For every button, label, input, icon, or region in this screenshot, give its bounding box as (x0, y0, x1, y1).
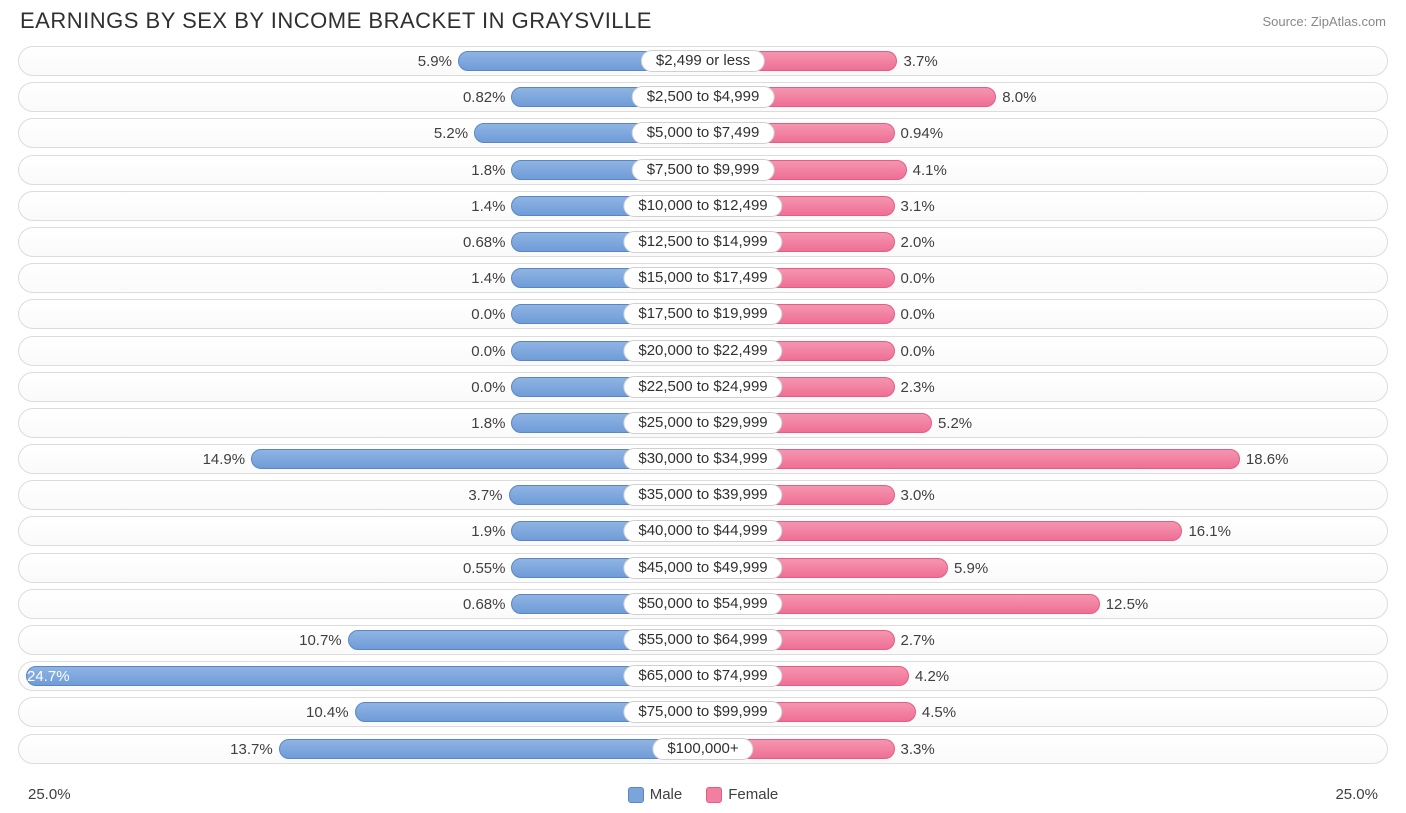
bracket-label: $25,000 to $29,999 (623, 412, 782, 434)
female-value-label: 2.0% (895, 228, 935, 258)
male-value-label: 3.7% (468, 481, 508, 511)
bracket-label: $65,000 to $74,999 (623, 665, 782, 687)
axis-right-max: 25.0% (1335, 786, 1378, 803)
male-value-label: 1.4% (471, 264, 511, 294)
female-value-label: 4.5% (916, 698, 956, 728)
bracket-label: $22,500 to $24,999 (623, 376, 782, 398)
chart-source: Source: ZipAtlas.com (1262, 14, 1386, 29)
male-value-label: 24.7% (27, 662, 70, 692)
male-value-label: 10.4% (306, 698, 355, 728)
female-value-label: 5.9% (948, 554, 988, 584)
male-value-label: 5.2% (434, 119, 474, 149)
bracket-label: $100,000+ (652, 738, 753, 760)
female-bar (703, 449, 1240, 469)
male-value-label: 0.55% (463, 554, 512, 584)
chart-row: 13.7% 3.3% $100,000+ (18, 734, 1388, 764)
bracket-label: $2,500 to $4,999 (632, 86, 775, 108)
chart-row: 1.4% 0.0% $15,000 to $17,499 (18, 263, 1388, 293)
bracket-label: $15,000 to $17,499 (623, 267, 782, 289)
chart-row: 0.82% 8.0% $2,500 to $4,999 (18, 82, 1388, 112)
female-swatch-icon (706, 787, 722, 803)
male-value-label: 14.9% (203, 445, 252, 475)
male-value-label: 1.9% (471, 517, 511, 547)
female-value-label: 5.2% (932, 409, 972, 439)
chart-footer: 25.0% Male Female 25.0% (0, 786, 1406, 803)
bracket-label: $50,000 to $54,999 (623, 593, 782, 615)
chart-row: 0.68% 12.5% $50,000 to $54,999 (18, 589, 1388, 619)
legend: Male Female (628, 786, 779, 803)
axis-left-max: 25.0% (28, 786, 71, 803)
female-value-label: 0.0% (895, 337, 935, 367)
female-value-label: 0.0% (895, 264, 935, 294)
legend-male-label: Male (650, 786, 683, 803)
male-value-label: 0.0% (471, 373, 511, 403)
chart-row: 0.55% 5.9% $45,000 to $49,999 (18, 553, 1388, 583)
male-value-label: 1.4% (471, 192, 511, 222)
chart-row: 1.8% 4.1% $7,500 to $9,999 (18, 155, 1388, 185)
male-swatch-icon (628, 787, 644, 803)
male-value-label: 0.68% (463, 228, 512, 258)
female-value-label: 3.7% (897, 47, 937, 77)
female-value-label: 2.3% (895, 373, 935, 403)
legend-item-male: Male (628, 786, 683, 803)
male-value-label: 10.7% (299, 626, 348, 656)
female-value-label: 16.1% (1182, 517, 1231, 547)
bracket-label: $35,000 to $39,999 (623, 484, 782, 506)
male-value-label: 0.0% (471, 337, 511, 367)
female-value-label: 18.6% (1240, 445, 1289, 475)
bracket-label: $12,500 to $14,999 (623, 231, 782, 253)
legend-female-label: Female (728, 786, 778, 803)
bracket-label: $5,000 to $7,499 (632, 122, 775, 144)
chart-row: 0.68% 2.0% $12,500 to $14,999 (18, 227, 1388, 257)
bracket-label: $7,500 to $9,999 (632, 159, 775, 181)
chart-row: 1.8% 5.2% $25,000 to $29,999 (18, 408, 1388, 438)
chart-row: 14.9% 18.6% $30,000 to $34,999 (18, 444, 1388, 474)
female-value-label: 3.0% (895, 481, 935, 511)
chart-row: 10.7% 2.7% $55,000 to $64,999 (18, 625, 1388, 655)
male-value-label: 5.9% (418, 47, 458, 77)
female-value-label: 4.2% (909, 662, 949, 692)
female-value-label: 3.3% (895, 735, 935, 765)
female-value-label: 3.1% (895, 192, 935, 222)
female-value-label: 0.94% (895, 119, 944, 149)
male-value-label: 1.8% (471, 409, 511, 439)
male-bar (279, 739, 703, 759)
bracket-label: $10,000 to $12,499 (623, 195, 782, 217)
female-value-label: 2.7% (895, 626, 935, 656)
male-bar (26, 666, 703, 686)
chart-row: 5.9% 3.7% $2,499 or less (18, 46, 1388, 76)
female-value-label: 12.5% (1100, 590, 1149, 620)
chart-row: 1.9% 16.1% $40,000 to $44,999 (18, 516, 1388, 546)
chart-row: 1.4% 3.1% $10,000 to $12,499 (18, 191, 1388, 221)
chart-title: EARNINGS BY SEX BY INCOME BRACKET IN GRA… (20, 8, 652, 34)
chart-header: EARNINGS BY SEX BY INCOME BRACKET IN GRA… (0, 0, 1406, 46)
bracket-label: $20,000 to $22,499 (623, 340, 782, 362)
bracket-label: $17,500 to $19,999 (623, 303, 782, 325)
male-value-label: 0.68% (463, 590, 512, 620)
chart-row: 10.4% 4.5% $75,000 to $99,999 (18, 697, 1388, 727)
bracket-label: $30,000 to $34,999 (623, 448, 782, 470)
legend-item-female: Female (706, 786, 778, 803)
bracket-label: $55,000 to $64,999 (623, 629, 782, 651)
chart-row: 0.0% 2.3% $22,500 to $24,999 (18, 372, 1388, 402)
chart-row: 3.7% 3.0% $35,000 to $39,999 (18, 480, 1388, 510)
chart-area: 5.9% 3.7% $2,499 or less 0.82% 8.0% $2,500 to… (0, 46, 1406, 764)
female-value-label: 8.0% (996, 83, 1036, 113)
bracket-label: $75,000 to $99,999 (623, 701, 782, 723)
bracket-label: $45,000 to $49,999 (623, 557, 782, 579)
male-value-label: 0.82% (463, 83, 512, 113)
female-value-label: 0.0% (895, 300, 935, 330)
chart-row: 5.2% 0.94% $5,000 to $7,499 (18, 118, 1388, 148)
male-value-label: 13.7% (230, 735, 279, 765)
bracket-label: $2,499 or less (641, 50, 765, 72)
chart-row: 24.7% 4.2% $65,000 to $74,999 (18, 661, 1388, 691)
male-value-label: 1.8% (471, 156, 511, 186)
male-value-label: 0.0% (471, 300, 511, 330)
bracket-label: $40,000 to $44,999 (623, 520, 782, 542)
female-value-label: 4.1% (907, 156, 947, 186)
chart-row: 0.0% 0.0% $17,500 to $19,999 (18, 299, 1388, 329)
chart-row: 0.0% 0.0% $20,000 to $22,499 (18, 336, 1388, 366)
